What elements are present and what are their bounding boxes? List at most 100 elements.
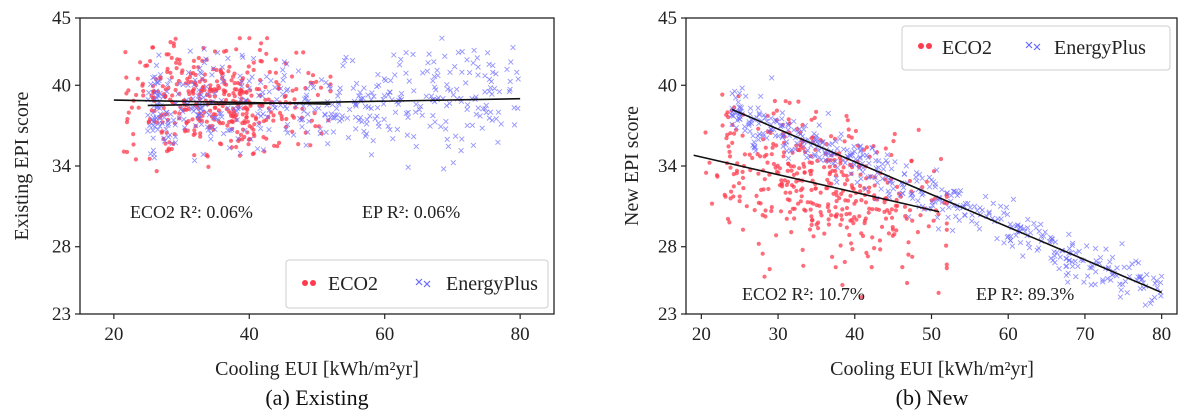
existing-energyplus-point [356,93,362,99]
existing-energyplus-point [447,87,454,94]
new-eco2-point [762,274,767,279]
existing-energyplus-point [161,135,167,142]
existing-eco2-point [258,58,263,64]
new-eco2-point [853,199,859,204]
new-eco2-point [870,235,875,240]
existing-energyplus-point [430,112,436,119]
new-caption: (b) New [896,385,969,410]
existing-energyplus-point [238,78,245,85]
existing-energyplus-point [352,101,359,108]
new-energyplus-point [785,127,791,133]
new-energyplus-point [926,184,933,190]
new-eco2-point [789,183,795,188]
new-energyplus-point [738,105,745,111]
new-eco2-point [795,201,801,206]
existing-eco2-point [272,143,277,148]
new-eco2-point [797,166,802,171]
new-eco2-point [784,182,790,188]
new-energyplus-point [822,151,829,158]
new-eco2-point [910,218,915,223]
new-eco2-point [769,152,774,157]
existing-energyplus-point [220,78,226,85]
new-energyplus-point [892,159,898,165]
new-energyplus-point [826,158,832,165]
existing-energyplus-point [317,130,324,137]
new-eco2-point [870,207,875,212]
existing-energyplus-point [484,50,491,56]
new-eco2-point [840,282,845,288]
new-eco2-point [848,193,853,198]
existing-energyplus-point [310,84,317,91]
new-eco2-point [882,209,887,214]
existing-eco2-point [216,83,221,88]
new-energyplus-point [829,141,835,147]
new-energyplus-point [962,212,968,219]
new-eco2-point [889,152,894,158]
new-energyplus-point [1009,243,1016,249]
existing-energyplus-point [475,64,481,70]
existing-energyplus-point [358,96,364,102]
new-y-tick-label: 23 [658,304,677,325]
new-eco2-point [874,207,879,212]
existing-energyplus-point [487,84,494,91]
existing-energyplus-point [363,121,370,127]
new-energyplus-point [768,75,775,81]
new-eco2-point [781,154,786,159]
new-energyplus-point [779,110,786,116]
existing-energyplus-point [195,93,202,99]
new-eco2-point [792,216,797,221]
existing-energyplus-point [192,77,198,83]
existing-energyplus-point [234,108,240,114]
existing-energyplus-point [272,105,278,111]
new-eco2-point [861,147,867,152]
existing-energyplus-point [304,85,311,92]
new-eco2-point [802,170,807,175]
new-energyplus-point [990,200,997,207]
existing-energyplus-point [368,152,375,158]
new-eco2-point [726,115,731,120]
new-energyplus-point [878,186,884,192]
new-energyplus-point [1138,276,1145,283]
existing-eco2-point [232,71,237,76]
new-energyplus-point [969,218,975,224]
existing-eco2-point [154,169,159,174]
new-eco2-point [846,198,851,203]
existing-energyplus-point [428,93,435,99]
existing-energyplus-point [282,103,288,109]
existing-eco2-point [175,57,180,62]
new-eco2-point [813,186,818,191]
existing-eco2-point [294,87,299,92]
existing-energyplus-point [392,72,398,78]
new-eco2-point [786,161,791,167]
existing-energyplus-point [330,129,337,135]
existing-energyplus-point [453,86,460,93]
new-legend-eco2-marker-2 [926,43,932,49]
existing-energyplus-point [208,130,214,137]
new-eco2-point [906,252,911,257]
new-energyplus-point [872,150,879,156]
existing-eco2-point [165,66,170,71]
existing-energyplus-point [450,159,457,166]
existing-energyplus-point [483,102,490,109]
new-energyplus-point [1066,257,1072,263]
existing-energyplus-point [423,93,430,100]
existing-eco2-point [192,153,197,158]
existing-energyplus-point [277,85,284,92]
existing-eco2-point [248,88,253,93]
new-energyplus-point [890,185,897,192]
existing-energyplus-point [469,122,476,129]
new-eco2-point [727,220,732,225]
existing-energyplus-point [150,127,156,134]
new-energyplus-point [1001,210,1007,216]
new-eco2-point [902,204,908,209]
existing-eco2-point [219,71,224,76]
existing-energyplus-point [352,126,359,132]
existing-eco2-point [253,115,258,120]
new-energyplus-point [982,193,989,200]
existing-energyplus-point [257,79,264,86]
existing-eco2-point [220,103,225,109]
new-energyplus-point [1126,264,1132,271]
existing-energyplus-point [153,62,160,69]
existing-energyplus-point [155,126,161,133]
existing-eco2-point [328,74,333,79]
